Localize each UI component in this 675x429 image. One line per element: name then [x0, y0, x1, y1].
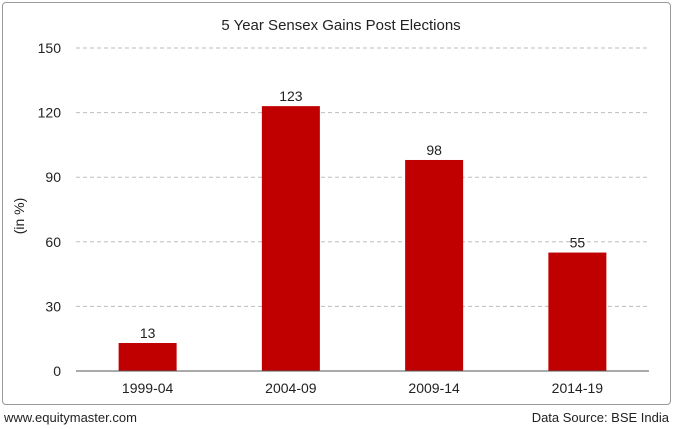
bars: 13 123 98 55	[118, 88, 607, 371]
y-tick-label: 60	[45, 234, 61, 250]
y-axis-ticks: 0 30 60 90 120 150	[38, 40, 62, 379]
data-label: 13	[140, 325, 156, 341]
y-tick-label: 90	[45, 169, 61, 185]
data-label: 123	[279, 88, 303, 104]
y-axis-label: (in %)	[11, 198, 27, 235]
bar-chart: 5 Year Sensex Gains Post Elections (in %…	[11, 17, 649, 396]
y-tick-label: 120	[38, 105, 62, 121]
x-tick-label: 2009-14	[408, 380, 460, 396]
chart-title: 5 Year Sensex Gains Post Elections	[221, 17, 460, 34]
y-tick-label: 150	[38, 40, 62, 56]
website-credit: www.equitymaster.com	[4, 410, 137, 425]
bar-2004-09	[261, 106, 320, 371]
y-tick-label: 0	[53, 363, 61, 379]
y-tick-label: 30	[45, 298, 61, 314]
x-tick-label: 2004-09	[265, 380, 317, 396]
chart-frame: 5 Year Sensex Gains Post Elections (in %…	[2, 2, 671, 405]
bar-1999-04	[118, 343, 177, 371]
bar-2014-19	[548, 252, 607, 371]
data-label: 98	[426, 142, 442, 158]
data-source: Data Source: BSE India	[531, 410, 669, 425]
bar-2009-14	[405, 159, 464, 371]
x-tick-label: 1999-04	[122, 380, 174, 396]
x-axis-ticks: 1999-04 2004-09 2009-14 2014-19	[122, 380, 603, 396]
data-label: 55	[570, 235, 586, 251]
x-tick-label: 2014-19	[552, 380, 604, 396]
